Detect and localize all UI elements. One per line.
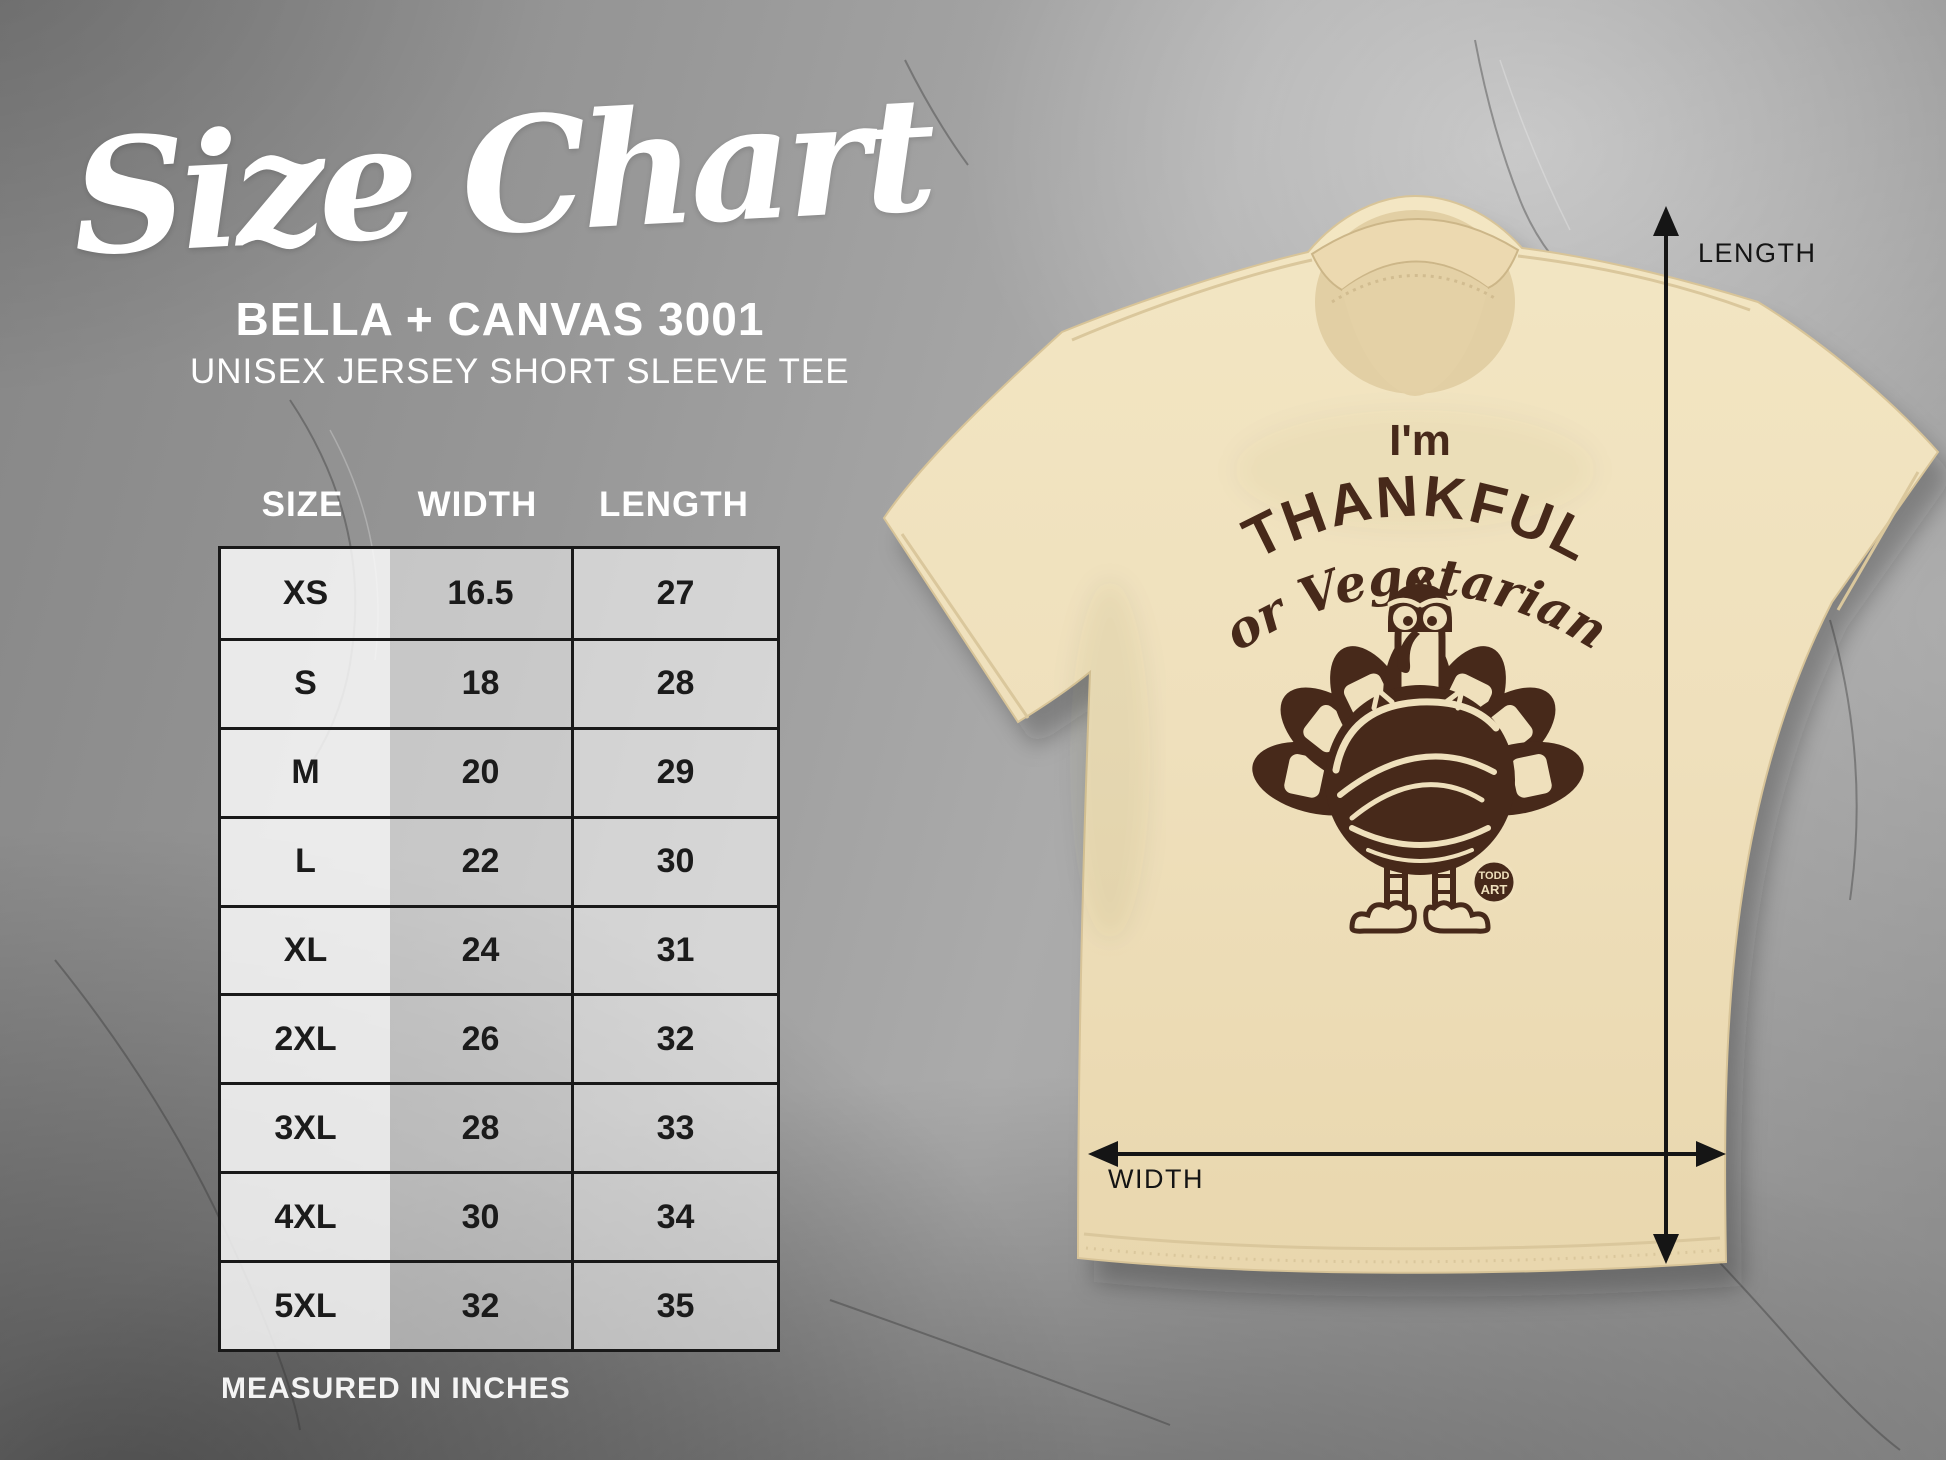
size-cell: 2XL [221,996,390,1083]
length-cell: 31 [571,907,777,994]
width-cell: 16.5 [390,549,571,638]
badge-text-top: TODD [1479,870,1510,882]
header-cell-size: SIZE [261,485,344,524]
table-row: XS 16.5 27 [221,549,777,638]
length-cell: 33 [571,1085,777,1172]
table-row: L 22 30 [221,815,777,905]
print-top-word: I'm [1389,416,1451,465]
table-row: 2XL 26 32 [221,993,777,1083]
crossed-wings [1332,683,1500,863]
size-table: XS 16.5 27 S 18 28 M 20 29 L 22 30 XL 24… [218,546,780,1352]
size-table-header: SIZE WIDTH LENGTH [218,470,780,540]
width-cell: 18 [390,640,571,727]
width-cell: 20 [390,729,571,816]
table-row: M 20 29 [221,726,777,816]
length-cell: 35 [571,1263,777,1349]
turkey-eye [1403,616,1413,626]
size-cell: XS [221,549,390,638]
header-cell-width: WIDTH [417,485,538,524]
turkey-wattle [1397,630,1420,673]
turkey-illustration: TODD ART [1245,571,1591,934]
length-cell: 27 [571,549,777,638]
width-cell: 30 [390,1174,571,1261]
size-cell: 4XL [221,1174,390,1261]
width-cell: 32 [390,1263,571,1349]
table-row: S 18 28 [221,637,777,727]
brand-name: BELLA + CANVAS 3001 [235,293,765,345]
dimension-arrows [1088,206,1726,1264]
width-cell: 24 [390,907,571,994]
size-cell: S [221,640,390,727]
length-label: LENGTH [1698,238,1817,268]
angry-brow [1387,597,1453,608]
head-tuft [1408,571,1432,590]
length-cell: 28 [571,640,777,727]
size-cell: L [221,818,390,905]
turkey-eye [1427,616,1437,626]
turkey-body [1325,685,1515,875]
collar-rib [1310,218,1520,292]
turkey-legs [1349,855,1491,934]
width-label: WIDTH [1108,1164,1204,1194]
header-cell-length: LENGTH [599,485,749,524]
length-cell: 29 [571,729,777,816]
length-cell: 32 [571,996,777,1083]
measurement-note: MEASURED IN INCHES [221,1372,571,1405]
length-cell: 34 [571,1174,777,1261]
badge-text-bottom: ART [1481,882,1508,897]
length-arrow [1653,206,1679,1264]
table-row: 4XL 30 34 [221,1171,777,1261]
size-cell: 5XL [221,1263,390,1349]
todd-art-badge: TODD ART [1471,859,1517,905]
width-cell: 22 [390,818,571,905]
size-cell: 3XL [221,1085,390,1172]
width-arrow [1088,1141,1726,1167]
tshirt-body [883,195,1939,1274]
size-cell: XL [221,907,390,994]
table-row: 3XL 28 33 [221,1082,777,1172]
size-cell: M [221,729,390,816]
width-cell: 26 [390,996,571,1083]
table-row: 5XL 32 35 [221,1260,777,1349]
seam-lines [900,254,1920,1264]
width-cell: 28 [390,1085,571,1172]
product-name: UNISEX JERSEY SHORT SLEEVE TEE [190,352,850,391]
length-cell: 30 [571,818,777,905]
collar-opening [1342,262,1488,396]
table-row: XL 24 31 [221,904,777,994]
